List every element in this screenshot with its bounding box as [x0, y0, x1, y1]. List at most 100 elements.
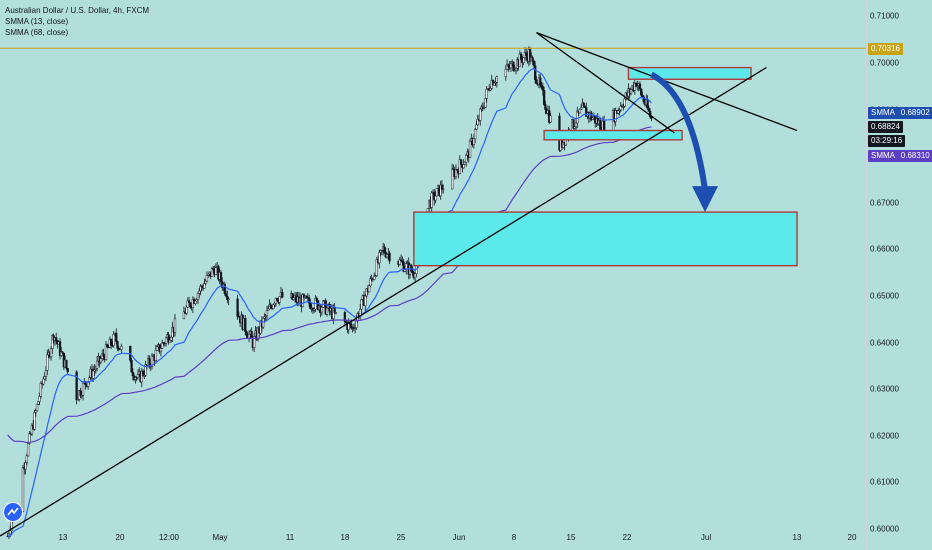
- candle: [191, 296, 195, 314]
- candle: [214, 263, 218, 276]
- candle: [253, 333, 256, 353]
- candle-body: [489, 88, 492, 91]
- candle: [244, 315, 247, 335]
- tradingview-logo-icon[interactable]: [3, 502, 23, 522]
- price-axis[interactable]: [866, 0, 932, 550]
- candle: [278, 296, 281, 306]
- candle-body: [25, 455, 28, 463]
- candle-body: [413, 273, 417, 278]
- candle-body: [320, 307, 324, 313]
- candle-body: [272, 304, 275, 309]
- price-tick-label: 0.61000: [870, 477, 899, 487]
- candle-body: [173, 318, 177, 333]
- candle-body: [99, 358, 103, 363]
- candle-body: [535, 79, 538, 84]
- candle: [544, 100, 547, 115]
- candle: [435, 188, 438, 197]
- candle-body: [66, 368, 69, 373]
- candle-body: [38, 396, 41, 402]
- candle-body: [46, 354, 49, 371]
- candle-body: [106, 344, 109, 348]
- candle-body: [102, 353, 105, 357]
- candle: [26, 441, 30, 457]
- candle-body: [599, 120, 602, 130]
- date-tick-label: 13: [792, 533, 802, 542]
- candle-body: [203, 283, 206, 289]
- candle-body: [196, 293, 200, 300]
- candle-body: [459, 159, 463, 165]
- candle: [189, 302, 192, 309]
- candle-body: [150, 355, 154, 367]
- candle-body: [28, 433, 31, 444]
- candle-body: [292, 297, 295, 300]
- candle: [281, 288, 284, 299]
- candle: [261, 317, 265, 329]
- date-tick-label: 22: [622, 533, 632, 542]
- candle: [623, 95, 626, 108]
- candle-body: [223, 283, 226, 294]
- smma13-line: [7, 68, 652, 537]
- symbol-title[interactable]: Australian Dollar / U.S. Dollar, 4h, FXC…: [5, 6, 150, 15]
- candle: [535, 76, 538, 85]
- price-tick-label: 0.70000: [870, 58, 899, 68]
- candle-body: [205, 275, 209, 282]
- date-tick-label: 20: [115, 533, 125, 542]
- candle: [459, 158, 463, 168]
- candle-body: [116, 341, 119, 349]
- candle: [42, 376, 45, 386]
- candle-body: [629, 89, 633, 94]
- candle-body: [454, 169, 458, 177]
- candle: [182, 306, 186, 320]
- candle-body: [385, 254, 389, 258]
- trendline: [536, 32, 675, 134]
- candle-body: [189, 302, 192, 308]
- candle: [154, 345, 157, 364]
- candle: [633, 80, 636, 95]
- candle-body: [92, 370, 95, 379]
- smma68-legend[interactable]: SMMA (68, close): [5, 28, 69, 37]
- smma13-legend[interactable]: SMMA (13, close): [5, 17, 69, 26]
- candle: [646, 95, 649, 110]
- smma13-badge-value: 0.68902: [900, 108, 930, 117]
- candle: [187, 296, 191, 304]
- candle-body: [154, 349, 157, 361]
- candle-body: [144, 364, 147, 376]
- candle-body: [281, 292, 284, 298]
- candle-body: [236, 298, 239, 317]
- date-tick-label: 13: [58, 533, 68, 542]
- candle: [580, 104, 583, 110]
- candle: [194, 300, 197, 306]
- price-tick-label: 0.63000: [870, 384, 899, 394]
- forecast-arrow-shaft: [649, 71, 709, 191]
- candle-body: [136, 374, 140, 378]
- candle-body: [619, 105, 622, 111]
- candle-body: [638, 83, 642, 90]
- candle: [325, 304, 329, 317]
- candle: [479, 107, 482, 126]
- candle-body: [250, 331, 253, 339]
- candle: [468, 138, 472, 158]
- candle: [465, 153, 468, 167]
- candle-body: [514, 68, 518, 71]
- candle: [35, 403, 39, 412]
- candle-body: [276, 297, 279, 302]
- candle: [265, 305, 269, 321]
- candle: [140, 367, 143, 388]
- candle: [434, 190, 437, 204]
- candle: [130, 358, 133, 373]
- candle: [454, 164, 458, 180]
- candle: [155, 344, 159, 351]
- smma13-badge-label: SMMA: [871, 108, 895, 117]
- candle-body: [109, 339, 113, 346]
- candle-body: [465, 154, 468, 163]
- candle-body: [360, 299, 363, 310]
- candle-body: [476, 118, 479, 126]
- candle-body: [325, 307, 329, 315]
- candle-body: [355, 319, 358, 328]
- candle: [462, 159, 465, 169]
- candle-body: [198, 290, 201, 294]
- candle: [539, 74, 542, 89]
- candle: [164, 336, 168, 347]
- drawing-layer: [0, 32, 866, 537]
